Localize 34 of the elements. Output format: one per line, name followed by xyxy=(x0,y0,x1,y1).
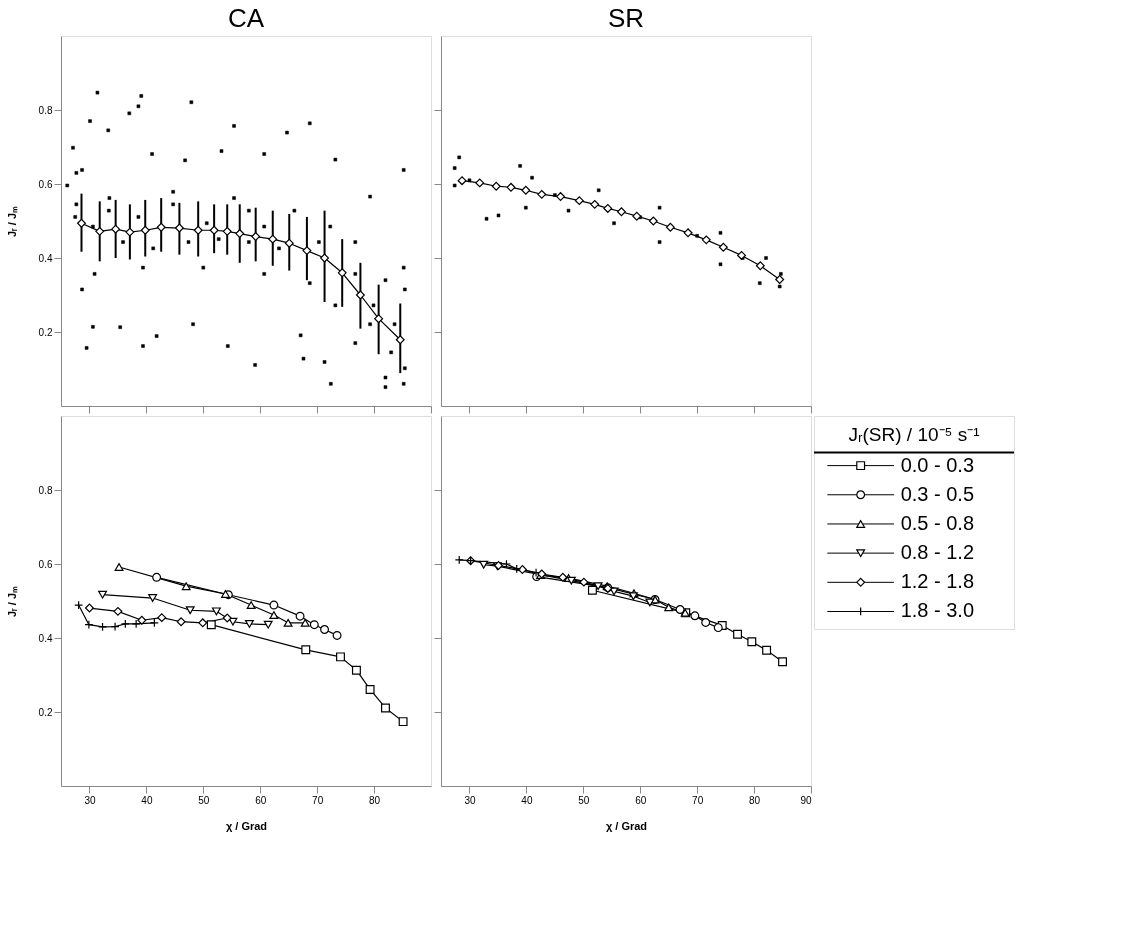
chart-title: CA xyxy=(227,3,265,33)
legend-label: 1.8 - 3.0 xyxy=(900,599,975,622)
legend-title: Jᵣ(SR) / 10⁻⁵ s⁻¹ xyxy=(848,423,980,445)
y-axis-title: Jᵣ / Jₘ xyxy=(5,585,18,618)
x-axis-title: χ / Grad xyxy=(225,819,268,832)
chart-title: SR xyxy=(607,3,645,33)
legend-label: 0.8 - 1.2 xyxy=(900,541,975,564)
legend-label: 1.2 - 1.8 xyxy=(900,570,975,593)
y-tick-label: 0.6 xyxy=(38,558,53,570)
y-tick-label: 0.4 xyxy=(38,632,53,644)
y-axis-title: Jᵣ / Jₘ xyxy=(5,205,18,238)
y-tick-label: 0.2 xyxy=(38,326,53,338)
x-tick-label: 70 xyxy=(692,794,704,806)
x-axis-title: χ / Grad xyxy=(605,819,648,832)
x-tick-label: 50 xyxy=(198,794,210,806)
y-tick-label: 0.8 xyxy=(38,104,53,116)
x-tick-label: 30 xyxy=(464,794,476,806)
x-tick-label: 60 xyxy=(255,794,267,806)
x-tick-label: 70 xyxy=(312,794,324,806)
x-tick-label: 90 xyxy=(800,794,812,806)
y-tick-label: 0.6 xyxy=(38,178,53,190)
x-tick-label: 30 xyxy=(84,794,96,806)
x-tick-label: 80 xyxy=(749,794,761,806)
legend-label: 0.3 - 0.5 xyxy=(900,482,975,505)
x-tick-label: 50 xyxy=(578,794,590,806)
x-tick-label: 60 xyxy=(635,794,647,806)
legend-label: 0.0 - 0.3 xyxy=(900,453,975,476)
y-tick-label: 0.8 xyxy=(38,484,53,496)
y-tick-label: 0.2 xyxy=(38,706,53,718)
legend-label: 0.5 - 0.8 xyxy=(900,511,975,534)
x-tick-label: 40 xyxy=(521,794,533,806)
x-tick-label: 80 xyxy=(369,794,381,806)
x-tick-label: 40 xyxy=(141,794,153,806)
y-tick-label: 0.4 xyxy=(38,252,53,264)
